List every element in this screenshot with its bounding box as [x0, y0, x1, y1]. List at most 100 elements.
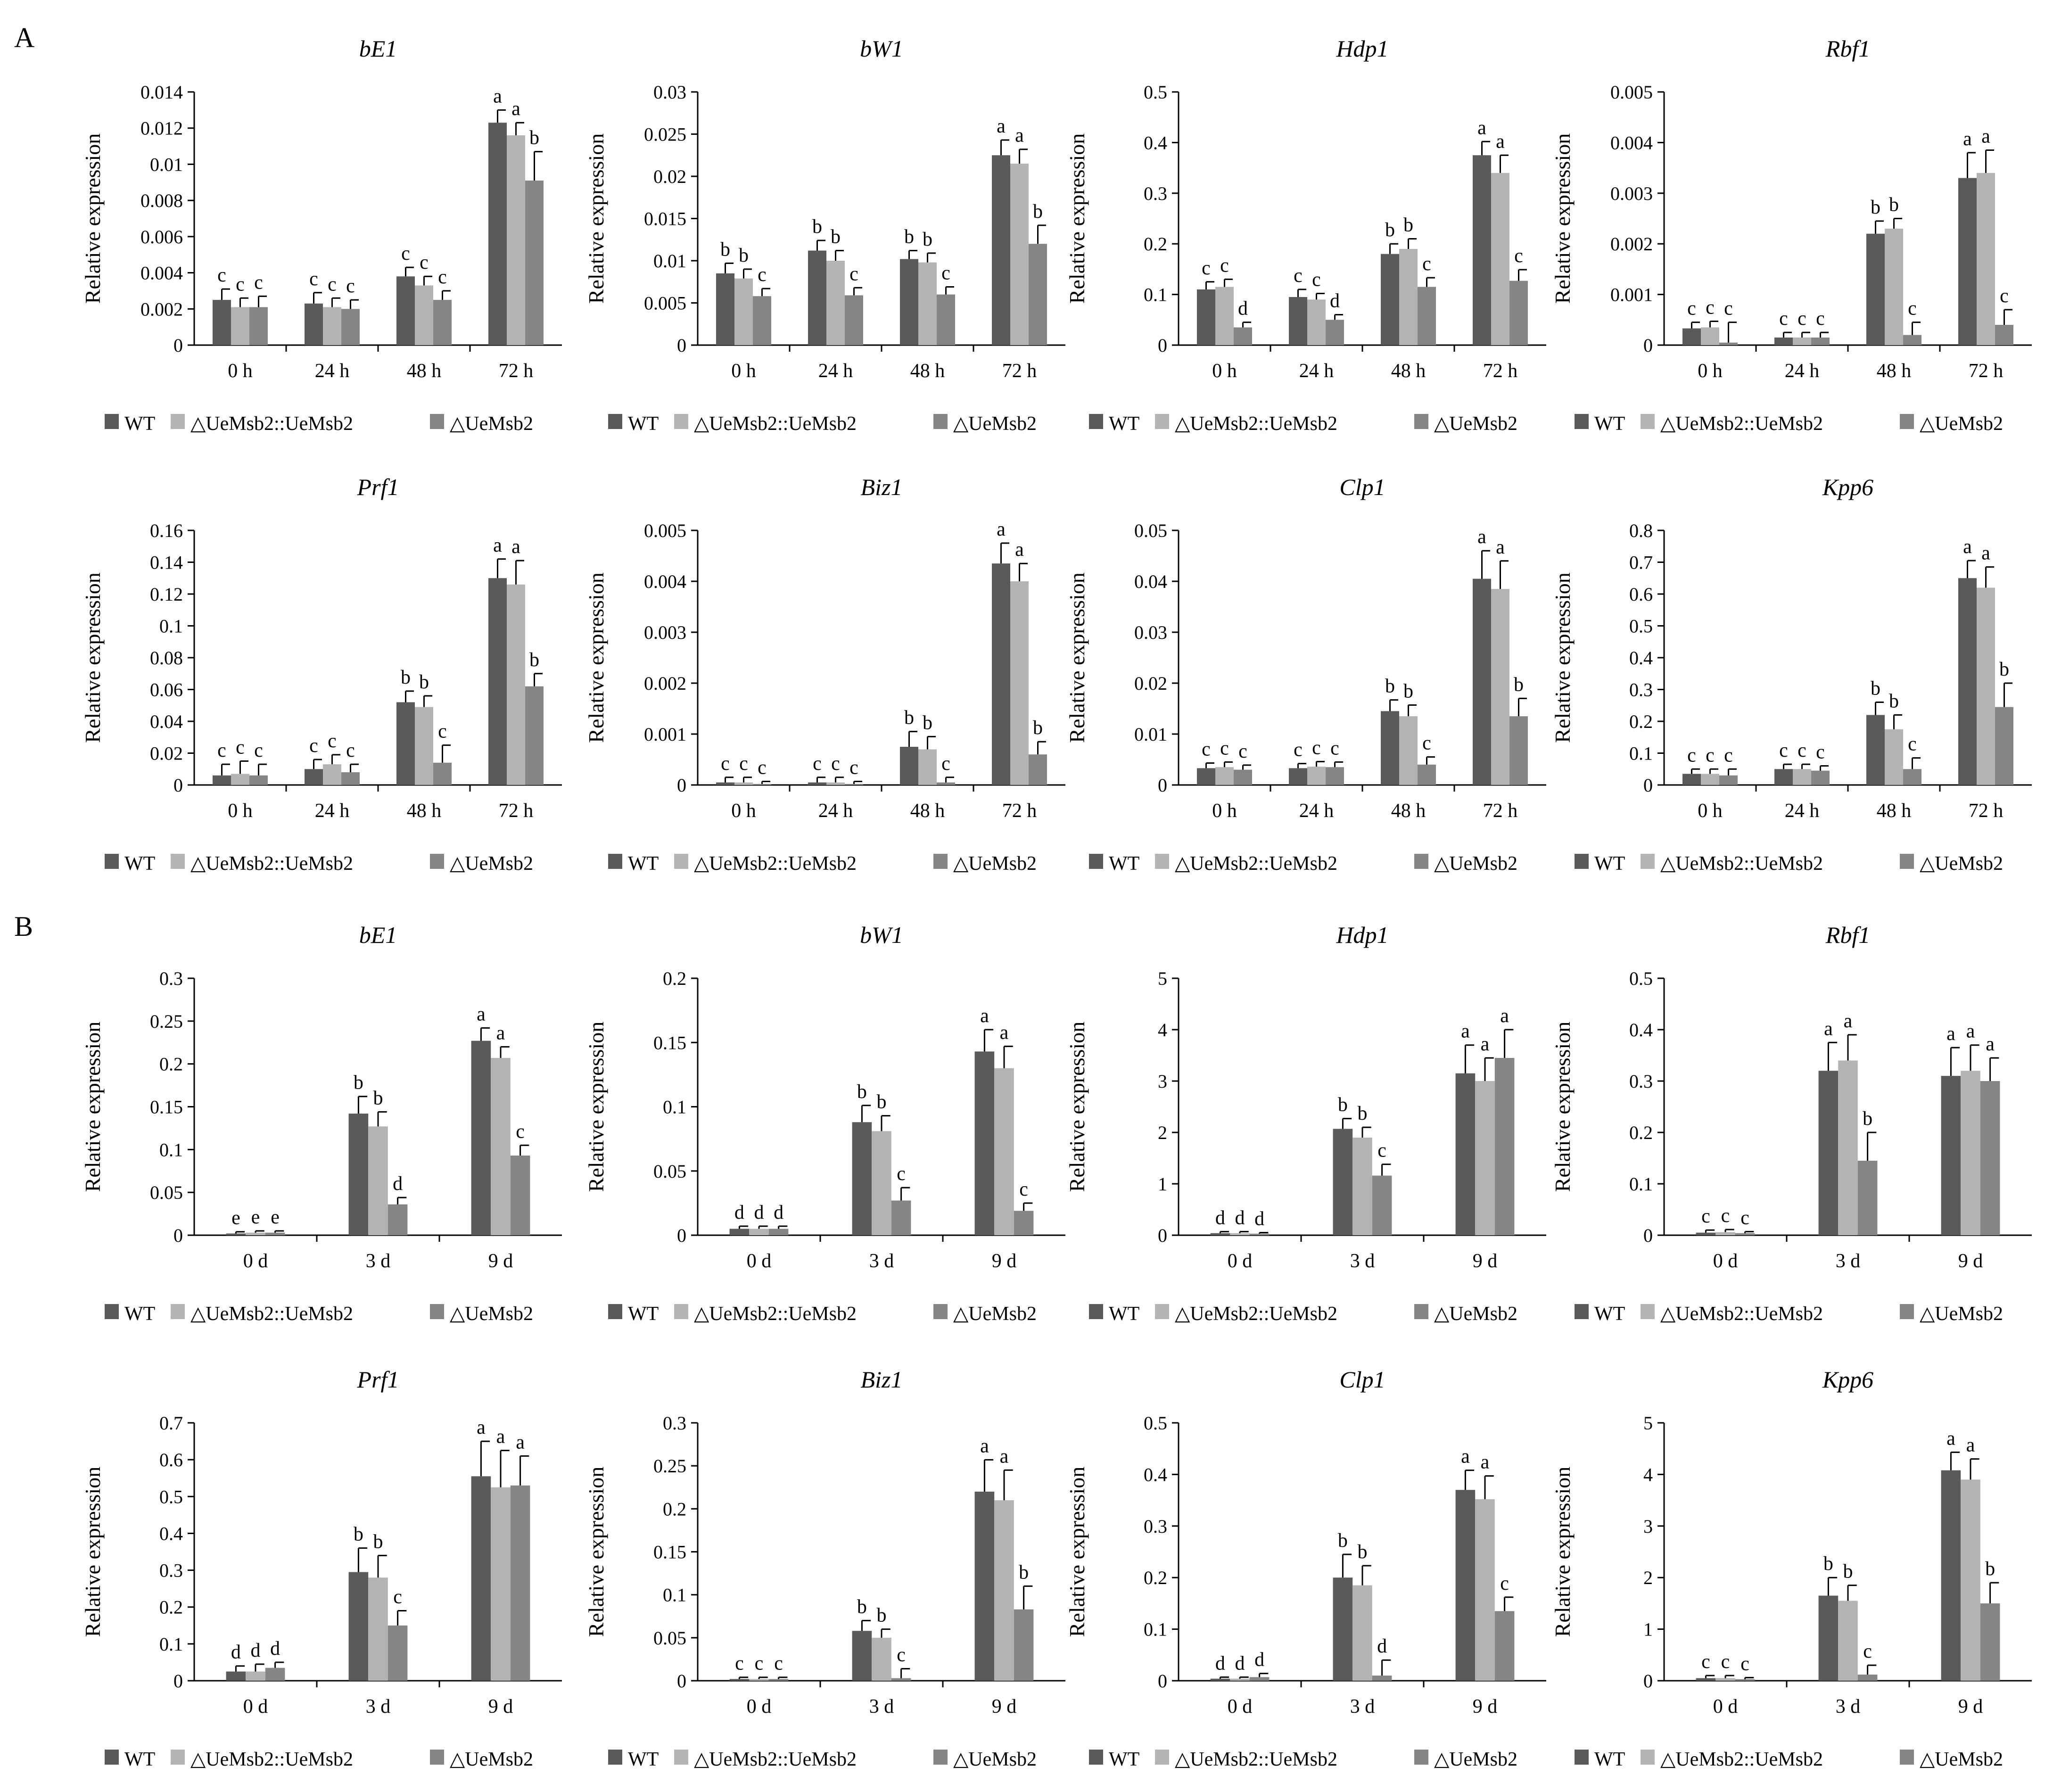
significance-letter: c [516, 1121, 525, 1142]
bar-wt [1818, 1071, 1839, 1235]
significance-letter: a [493, 85, 502, 107]
legend-swatch [933, 854, 948, 869]
legend-label: △UeMsb2 [953, 413, 1037, 435]
significance-letter: b [904, 226, 914, 248]
significance-letter: b [1823, 1553, 1833, 1575]
bar-wt [808, 250, 826, 345]
x-tick-label: 48 h [407, 800, 442, 822]
significance-letter: c [1908, 734, 1917, 755]
y-tick-label: 0.012 [140, 118, 183, 139]
chart-b-kpp6: Kpp6 Relative expression 0 1 2 3 4 5 0 d 3 d 9 d c b… [1550, 1366, 2032, 1770]
bar-uemsb2uemsb2 [1701, 327, 1719, 345]
legend-swatch [430, 854, 444, 869]
chart-title: Hdp1 [1336, 35, 1388, 62]
y-tick-label: 0.6 [1629, 584, 1653, 605]
legend-swatch [1900, 1750, 1914, 1765]
y-tick-label: 0.05 [653, 1627, 686, 1649]
bar-uemsb2 [1234, 327, 1252, 345]
x-tick-label: 24 h [1785, 800, 1820, 822]
bar-wt [992, 563, 1010, 785]
legend-swatch [608, 414, 622, 429]
significance-letter: c [309, 735, 318, 757]
chart-title: Biz1 [861, 474, 903, 500]
x-tick-label: 3 d [1836, 1696, 1861, 1718]
bar-uemsb2 [1326, 320, 1344, 345]
chart-a-hdp1: Hdp1 Relative expression 0 0.1 0.2 0.3 0.4 0.5 0… [1065, 35, 1546, 435]
legend-label: WT [628, 853, 659, 875]
y-tick-label: 0 [173, 775, 183, 796]
bar-uemsb2uemsb2 [246, 1232, 265, 1235]
bar-wt [1958, 578, 1977, 785]
y-tick-label: 0.004 [644, 571, 686, 592]
y-tick-label: 0.6 [159, 1449, 183, 1470]
significance-letter: a [1461, 1446, 1470, 1468]
chart-b-clp1: Clp1 Relative expression 0 0.1 0.2 0.3 0.4 0.5 0… [1065, 1366, 1546, 1770]
y-tick-label: 0 [173, 1225, 183, 1246]
bar-uemsb2uemsb2 [415, 285, 433, 345]
significance-letter: c [1238, 741, 1247, 762]
legend-label: WT [1109, 853, 1139, 875]
significance-letter: b [1403, 214, 1413, 236]
y-tick-label: 0.004 [140, 263, 183, 284]
significance-letter: c [1721, 1205, 1730, 1227]
y-tick-label: 0.2 [663, 1498, 686, 1519]
y-tick-label: 0.025 [644, 124, 686, 145]
significance-letter: a [980, 1435, 989, 1457]
y-tick-label: 0.04 [1134, 571, 1167, 592]
significance-letter: b [1889, 194, 1899, 216]
bar-uemsb2uemsb2 [231, 774, 249, 785]
significance-letter: c [1779, 740, 1788, 761]
chart-a-kpp6: Kpp6 Relative expression 0 0.1 0.2 0.3 0.4 0.5 0… [1550, 474, 2032, 875]
significance-letter: b [877, 1091, 887, 1113]
x-tick-label: 3 d [1836, 1250, 1861, 1272]
x-tick-label: 0 d [243, 1250, 268, 1272]
y-tick-label: 0.2 [159, 1054, 183, 1075]
bar-uemsb2 [1980, 1603, 2000, 1681]
legend-swatch [1900, 414, 1914, 429]
significance-letter: c [735, 1653, 744, 1675]
y-axis-label: Relative expression [1065, 572, 1089, 743]
significance-letter: b [529, 649, 539, 671]
bar-uemsb2 [1494, 1057, 1515, 1235]
y-tick-label: 0.014 [140, 82, 183, 103]
bar-uemsb2uemsb2 [1715, 1678, 1735, 1681]
bar-wt [1455, 1490, 1476, 1681]
y-tick-label: 0.015 [644, 208, 686, 230]
x-tick-label: 9 d [488, 1696, 513, 1718]
bar-wt [852, 1122, 872, 1235]
x-tick-label: 0 h [228, 360, 253, 382]
y-tick-label: 0.1 [1629, 743, 1653, 764]
y-tick-label: 0 [1643, 1225, 1653, 1246]
y-tick-label: 0.5 [159, 1486, 183, 1507]
significance-letter: a [1477, 526, 1486, 548]
bar-wt [348, 1114, 369, 1235]
legend-label: △UeMsb2 [953, 1303, 1037, 1325]
bar-uemsb2uemsb2 [918, 749, 937, 785]
significance-letter: b [1999, 659, 2009, 680]
chart-title: Rbf1 [1825, 922, 1870, 948]
y-axis-label: Relative expression [584, 1467, 608, 1637]
legend-swatch [1089, 414, 1103, 429]
legend-label: △UeMsb2 [1434, 1749, 1517, 1770]
y-tick-label: 0.02 [653, 166, 686, 187]
x-tick-label: 0 h [1212, 800, 1237, 822]
legend-label: △UeMsb2::UeMsb2 [1175, 1303, 1337, 1325]
y-tick-label: 0.002 [644, 673, 686, 694]
legend-swatch [1414, 1750, 1428, 1765]
y-axis-label: Relative expression [81, 572, 105, 743]
significance-letter: a [997, 116, 1006, 137]
bar-uemsb2 [1249, 1677, 1270, 1681]
bar-uemsb2uemsb2 [826, 261, 845, 345]
x-tick-label: 24 h [315, 360, 350, 382]
y-tick-label: 0.3 [663, 1412, 686, 1434]
significance-letter: b [831, 226, 841, 248]
legend-swatch [674, 414, 688, 429]
legend-label: △UeMsb2::UeMsb2 [190, 413, 353, 435]
y-tick-label: 0.3 [1144, 1516, 1167, 1537]
bar-wt [1941, 1470, 1961, 1681]
significance-letter: c [346, 740, 355, 761]
y-tick-label: 1 [1643, 1619, 1653, 1640]
legend-label: △UeMsb2::UeMsb2 [694, 413, 857, 435]
y-tick-label: 0.2 [1629, 711, 1653, 732]
y-tick-label: 0.15 [150, 1097, 183, 1118]
